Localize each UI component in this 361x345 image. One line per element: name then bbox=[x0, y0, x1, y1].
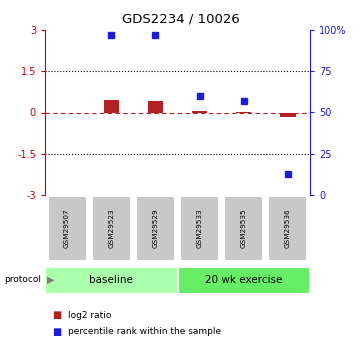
Text: ■: ■ bbox=[52, 327, 61, 337]
Text: GSM29529: GSM29529 bbox=[152, 209, 158, 248]
Text: GSM29523: GSM29523 bbox=[108, 209, 114, 248]
Text: GSM29536: GSM29536 bbox=[285, 209, 291, 248]
Bar bbox=[45, 266, 178, 294]
Bar bbox=[148, 101, 163, 112]
Text: GSM29533: GSM29533 bbox=[197, 209, 203, 248]
Bar bbox=[92, 196, 131, 261]
Bar bbox=[280, 112, 296, 117]
Bar bbox=[192, 111, 207, 112]
Bar bbox=[104, 100, 119, 112]
Bar bbox=[269, 196, 307, 261]
Bar bbox=[136, 196, 175, 261]
Bar bbox=[48, 196, 87, 261]
Text: GDS2234 / 10026: GDS2234 / 10026 bbox=[122, 12, 239, 25]
Text: baseline: baseline bbox=[89, 275, 133, 285]
Text: GSM29507: GSM29507 bbox=[64, 209, 70, 248]
Text: ▶: ▶ bbox=[47, 275, 54, 285]
Text: ■: ■ bbox=[52, 310, 61, 320]
Bar bbox=[224, 196, 263, 261]
Bar bbox=[178, 266, 310, 294]
Text: GSM29535: GSM29535 bbox=[241, 209, 247, 248]
Text: log2 ratio: log2 ratio bbox=[69, 310, 112, 319]
Text: protocol: protocol bbox=[4, 276, 42, 285]
Text: percentile rank within the sample: percentile rank within the sample bbox=[69, 327, 222, 336]
Text: 20 wk exercise: 20 wk exercise bbox=[205, 275, 282, 285]
Bar bbox=[180, 196, 219, 261]
